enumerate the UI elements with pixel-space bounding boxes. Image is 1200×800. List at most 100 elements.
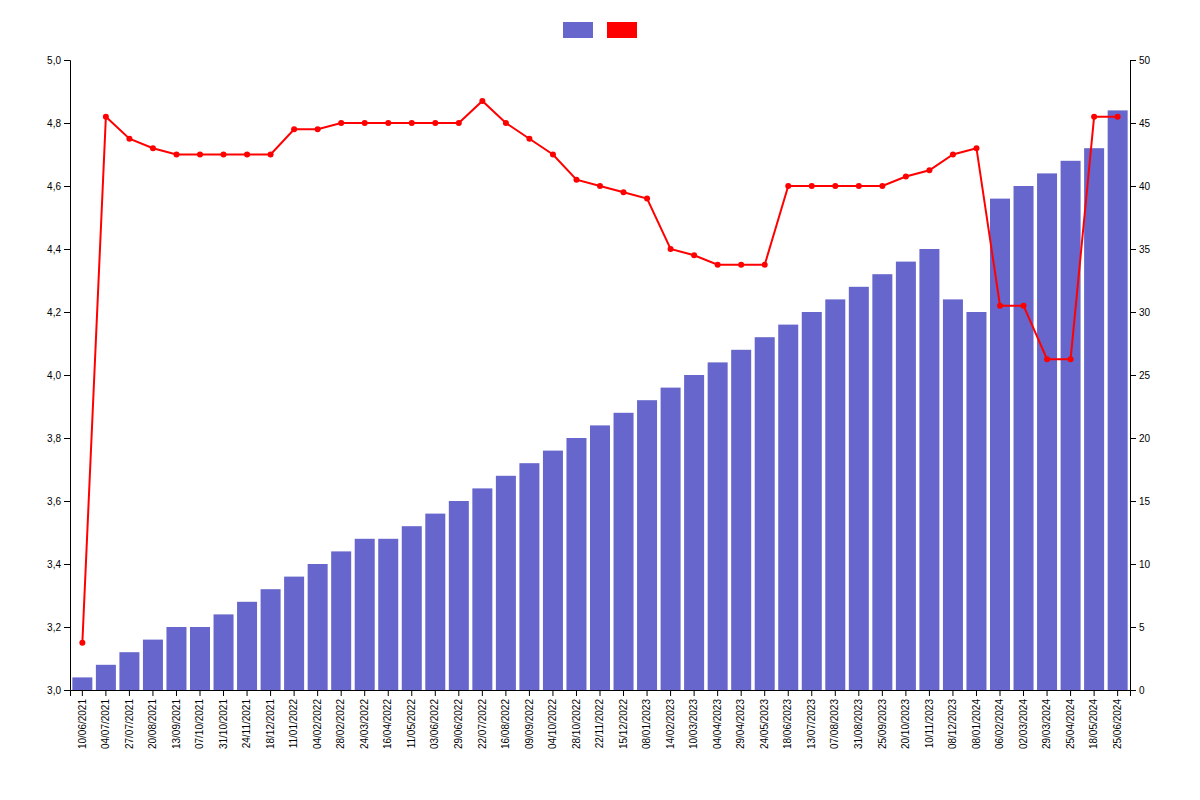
tick-mark — [200, 690, 201, 696]
tick-label: 03/06/2022 — [429, 699, 440, 749]
tick-label: 29/03/2024 — [1041, 699, 1052, 749]
tick: 20/08/2021 — [147, 690, 158, 749]
bar — [119, 652, 139, 690]
tick: 5 — [1130, 622, 1145, 633]
tick-mark — [976, 690, 977, 696]
tick: 25 — [1130, 370, 1151, 381]
tick-mark — [858, 690, 859, 696]
y-axis: 3,03,23,43,63,84,04,24,44,64,85,0 — [47, 55, 70, 696]
tick-label: 08/12/2023 — [947, 699, 958, 749]
tick: 28/10/2022 — [571, 690, 582, 749]
bar — [1014, 186, 1034, 690]
tick-mark — [64, 60, 70, 61]
tick: 25/04/2024 — [1065, 690, 1076, 749]
marker — [738, 262, 744, 268]
tick: 35 — [1130, 244, 1151, 255]
marker — [315, 126, 321, 132]
marker — [715, 262, 721, 268]
tick-label: 10 — [1139, 559, 1151, 570]
tick-label: 25/06/2024 — [1112, 699, 1123, 749]
tick: 16/04/2022 — [382, 690, 393, 749]
tick-label: 15/12/2022 — [618, 699, 629, 749]
tick: 24/03/2022 — [359, 690, 370, 749]
tick-mark — [458, 690, 459, 696]
tick-mark — [717, 690, 718, 696]
tick: 11/01/2022 — [288, 690, 299, 748]
tick: 3,4 — [47, 559, 70, 570]
tick-label: 18/12/2021 — [265, 699, 276, 749]
tick-mark — [882, 690, 883, 696]
tick: 3,2 — [47, 622, 70, 633]
tick-label: 13/07/2023 — [806, 699, 817, 749]
tick-label: 40 — [1139, 181, 1151, 192]
tick: 15/12/2022 — [618, 690, 629, 749]
bar-series — [72, 110, 1127, 690]
marker — [173, 152, 179, 158]
marker — [573, 177, 579, 183]
tick: 04/07/2021 — [100, 690, 111, 749]
tick: 3,8 — [47, 433, 70, 444]
tick-mark — [1130, 312, 1136, 313]
tick-label: 08/01/2024 — [971, 699, 982, 749]
tick-label: 3,2 — [47, 622, 61, 633]
marker — [150, 145, 156, 151]
bar — [990, 199, 1010, 690]
marker — [1115, 114, 1121, 120]
bar — [261, 589, 281, 690]
marker — [785, 183, 791, 189]
tick-mark — [64, 123, 70, 124]
line — [82, 101, 1117, 643]
tick: 29/06/2022 — [453, 690, 464, 749]
tick: 4,0 — [47, 370, 70, 381]
tick-mark — [505, 690, 506, 696]
bar — [849, 287, 869, 690]
tick-mark — [270, 690, 271, 696]
marker — [221, 152, 227, 158]
marker — [291, 126, 297, 132]
tick-label: 24/05/2023 — [759, 699, 770, 749]
tick: 28/02/2022 — [335, 690, 346, 749]
tick-mark — [152, 690, 153, 696]
tick-mark — [811, 690, 812, 696]
tick-label: 18/06/2023 — [782, 699, 793, 749]
tick-label: 28/02/2022 — [335, 699, 346, 749]
marker — [362, 120, 368, 126]
tick-mark — [64, 249, 70, 250]
tick-mark — [1094, 690, 1095, 696]
tick-mark — [694, 690, 695, 696]
tick: 07/10/2021 — [194, 690, 205, 749]
marker — [597, 183, 603, 189]
tick-mark — [64, 564, 70, 565]
bar — [331, 551, 351, 690]
markers — [79, 98, 1120, 646]
tick: 27/07/2021 — [124, 690, 135, 749]
tick-mark — [952, 690, 953, 696]
bar — [237, 602, 257, 690]
tick: 10/06/2021 — [77, 690, 88, 749]
marker — [879, 183, 885, 189]
marker — [809, 183, 815, 189]
marker — [1021, 303, 1027, 309]
tick: 22/11/2022 — [594, 690, 605, 748]
tick-label: 29/06/2022 — [453, 699, 464, 749]
tick-mark — [247, 690, 248, 696]
y2-axis: 05101520253035404550 — [1130, 55, 1151, 696]
tick-label: 20/10/2023 — [900, 699, 911, 749]
tick: 29/04/2023 — [735, 690, 746, 749]
tick: 3,0 — [47, 685, 70, 696]
tick-mark — [623, 690, 624, 696]
legend-swatch — [563, 22, 593, 38]
tick-label: 16/04/2022 — [382, 699, 393, 749]
tick-label: 20/08/2021 — [147, 699, 158, 749]
tick-label: 27/07/2021 — [124, 699, 135, 749]
tick: 16/08/2022 — [500, 690, 511, 749]
tick-label: 02/03/2024 — [1018, 699, 1029, 749]
bar — [378, 539, 398, 690]
tick-mark — [105, 690, 106, 696]
tick: 06/02/2024 — [994, 690, 1005, 749]
tick: 11/05/2022 — [406, 690, 417, 748]
tick-mark — [364, 690, 365, 696]
tick-label: 10/06/2021 — [77, 699, 88, 749]
bar — [308, 564, 328, 690]
tick: 18/06/2023 — [782, 690, 793, 749]
